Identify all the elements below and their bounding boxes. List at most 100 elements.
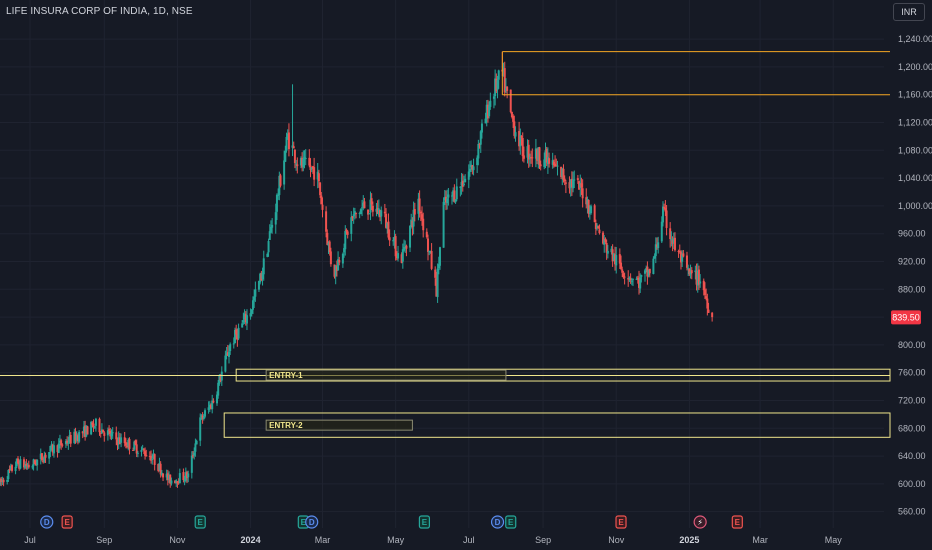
time-axis-label: Sep <box>96 535 112 545</box>
candle-body <box>369 199 372 213</box>
candle-body <box>316 171 319 180</box>
candle-body <box>534 148 537 159</box>
candle-body <box>506 86 509 91</box>
candle-body <box>19 459 22 469</box>
candle-body <box>611 249 614 262</box>
candle-body <box>697 269 700 285</box>
candle-body <box>503 68 506 93</box>
candle-body <box>25 464 28 467</box>
candle-body <box>471 165 474 170</box>
last-price-text: 839.50 <box>892 312 920 322</box>
candle-body <box>689 271 692 275</box>
candle-body <box>40 453 43 460</box>
candle-body <box>327 242 330 246</box>
candle-body <box>22 459 25 468</box>
candle-body <box>110 433 113 437</box>
candle-body <box>594 223 597 229</box>
candle-body <box>383 211 386 214</box>
candle-body <box>519 134 522 147</box>
candle-body <box>215 394 218 404</box>
candle-body <box>430 251 433 269</box>
candle-body <box>237 327 240 339</box>
candle-body <box>7 469 10 480</box>
candle-body <box>461 180 464 187</box>
candle-body <box>24 464 27 468</box>
candle-body <box>467 171 470 180</box>
candle-body <box>292 146 295 149</box>
time-axis-label: May <box>825 535 843 545</box>
candle-body <box>132 449 135 451</box>
candle-body <box>563 178 566 182</box>
candle-body <box>183 480 186 482</box>
candle-body <box>212 400 215 403</box>
candle-body <box>520 136 523 138</box>
candle-body <box>60 440 63 446</box>
zones: ENTRY-1 ENTRY-2 <box>0 51 891 438</box>
currency-button[interactable]: INR <box>893 3 925 21</box>
candle-body <box>453 190 456 203</box>
event-letter: E <box>198 518 204 527</box>
candle-body <box>504 87 507 91</box>
candle-body <box>392 240 395 242</box>
candle-body <box>69 435 72 444</box>
candle-body <box>586 199 589 205</box>
candle-body <box>317 173 320 182</box>
candle-body <box>90 422 93 435</box>
candle-body <box>699 281 702 284</box>
event-marker <box>194 515 206 529</box>
candle-body <box>706 298 709 309</box>
candle-body <box>687 267 690 269</box>
candle-body <box>604 238 607 243</box>
candle-body <box>585 197 588 205</box>
candle-body <box>0 478 3 483</box>
candle-body <box>291 145 294 148</box>
candle-body <box>640 275 643 277</box>
event-marker <box>305 515 319 529</box>
candle-body <box>385 213 388 228</box>
candle-body <box>442 201 445 248</box>
candle-body <box>660 221 663 242</box>
candle-body <box>664 208 667 212</box>
candle-body <box>685 255 688 268</box>
candle-body <box>443 197 446 201</box>
candle-body <box>614 254 617 265</box>
candle-body <box>388 237 391 241</box>
candle-body <box>555 165 558 167</box>
candle-body <box>151 458 154 461</box>
candle-body <box>395 256 398 259</box>
candle-body <box>195 440 198 445</box>
candle-body <box>127 439 130 447</box>
candle-body <box>175 480 178 484</box>
candle-body <box>176 481 179 484</box>
candle-body <box>531 157 534 159</box>
event-marker <box>505 515 517 529</box>
candle-body <box>551 160 554 165</box>
candle-body <box>479 131 482 145</box>
candle-body <box>477 144 480 159</box>
event-letter: E <box>508 518 514 527</box>
candle-body <box>537 147 540 161</box>
candle-body <box>538 147 541 165</box>
grid <box>0 0 884 528</box>
candles <box>0 51 714 488</box>
candle-body <box>152 454 155 459</box>
symbol-title: LIFE INSURA CORP OF INDIA, 1D, NSE <box>6 6 193 17</box>
candle-body <box>81 431 84 434</box>
candle-body <box>661 206 664 223</box>
candle-body <box>49 445 52 452</box>
candle-body <box>241 323 244 328</box>
candle-body <box>52 445 55 454</box>
candle-body <box>337 259 340 271</box>
time-axis-label: Jul <box>463 535 475 545</box>
candle-body <box>370 198 373 205</box>
candle-body <box>199 417 202 441</box>
candle-body <box>27 464 30 468</box>
candle-body <box>123 437 126 444</box>
candle-body <box>254 289 257 297</box>
price-axis-label: 640.00 <box>898 451 926 461</box>
candle-body <box>259 273 262 283</box>
candle-body <box>663 206 666 209</box>
candle-body <box>636 277 639 279</box>
candle-body <box>579 182 582 189</box>
